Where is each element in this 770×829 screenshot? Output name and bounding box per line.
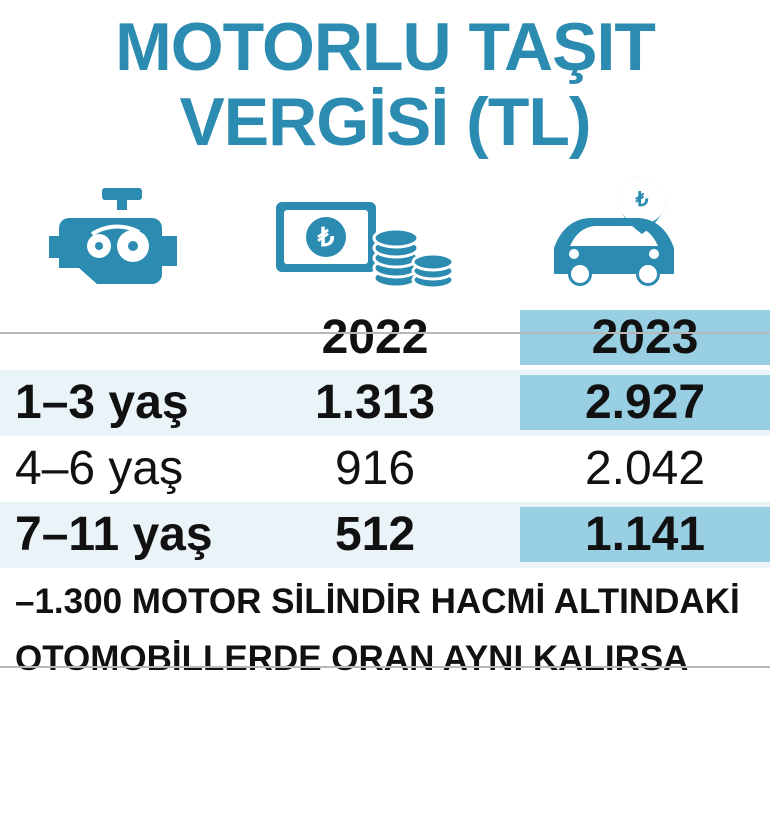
row-2023-wrap: 1.141 (520, 507, 770, 562)
icons-row: ₺ (0, 160, 770, 300)
car-pin-icon: ₺ (534, 170, 694, 300)
money-coins-icon: ₺ (268, 180, 458, 300)
table-header-2023: 2023 (520, 310, 770, 365)
table-header-2022: 2022 (230, 310, 520, 365)
row-2022: 512 (230, 507, 520, 562)
row-2022: 1.313 (230, 375, 520, 430)
table-header-2023-wrap: 2023 (520, 310, 770, 365)
row-2023: 2.927 (520, 375, 770, 430)
row-2022: 916 (230, 441, 520, 496)
tax-table: 2022 2023 1–3 yaş 1.313 2.927 4–6 yaş 91… (0, 306, 770, 568)
divider-top (0, 332, 770, 334)
table-header-row: 2022 2023 (0, 306, 770, 370)
title-line-2: VERGİSİ (TL) (0, 85, 770, 160)
row-2023-wrap: 2.927 (520, 375, 770, 430)
divider-bottom (0, 666, 770, 668)
money-icon-cell: ₺ (229, 180, 498, 300)
infographic-root: MOTORLU TAŞIT VERGİSİ (TL) (0, 0, 770, 829)
table-row: 7–11 yaş 512 1.141 (0, 502, 770, 568)
svg-text:₺: ₺ (317, 222, 335, 252)
row-2023: 2.042 (520, 441, 770, 496)
title-line-1: MOTORLU TAŞIT (0, 10, 770, 85)
engine-icon-cell (15, 180, 229, 300)
row-label: 1–3 yaş (0, 375, 230, 430)
footer-note: –1.300 MOTOR SİLİNDİR HACMİ ALTINDAKİ OT… (0, 568, 770, 682)
title-block: MOTORLU TAŞIT VERGİSİ (TL) (0, 0, 770, 160)
row-2023: 1.141 (520, 507, 770, 562)
footer-line-2: OTOMOBİLLERDE ORAN AYNI KALIRSA (15, 637, 755, 681)
row-label: 7–11 yaş (0, 507, 230, 562)
svg-text:₺: ₺ (635, 189, 649, 211)
row-label: 4–6 yaş (0, 441, 230, 496)
engine-icon (47, 180, 197, 300)
car-icon-cell: ₺ (498, 170, 730, 300)
footer-line-1: –1.300 MOTOR SİLİNDİR HACMİ ALTINDAKİ (15, 580, 755, 624)
table-row: 4–6 yaş 916 2.042 (0, 436, 770, 502)
row-2023-wrap: 2.042 (520, 441, 770, 496)
table-row: 1–3 yaş 1.313 2.927 (0, 370, 770, 436)
